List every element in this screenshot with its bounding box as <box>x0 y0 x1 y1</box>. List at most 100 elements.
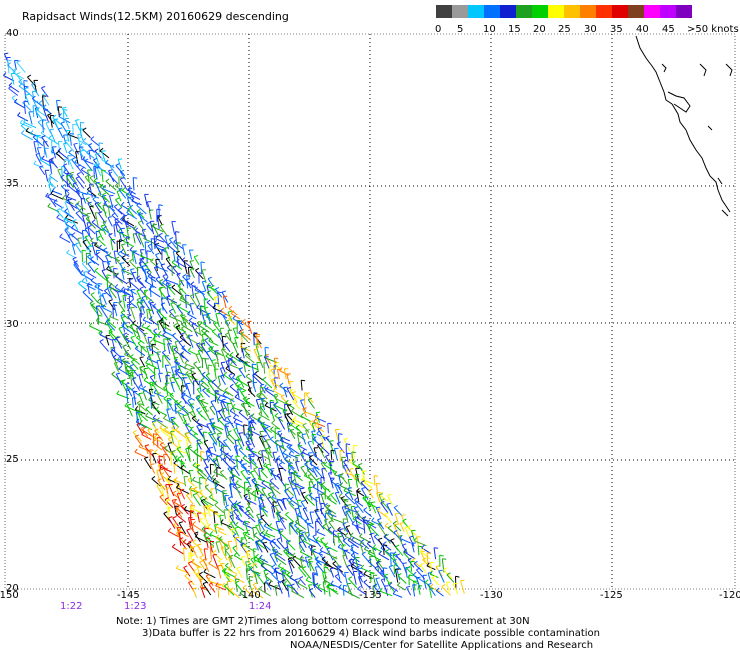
wind-barb <box>219 515 223 526</box>
wind-barb <box>146 201 151 212</box>
wind-barb-flag <box>181 385 186 387</box>
wind-barb <box>407 577 419 585</box>
wind-barb <box>84 176 94 187</box>
wind-barb <box>59 236 71 244</box>
wind-barb <box>357 588 366 595</box>
wind-barb-flag <box>339 449 345 452</box>
wind-barb <box>116 191 122 202</box>
legend-swatch <box>644 5 660 18</box>
wind-barb <box>180 396 191 407</box>
wind-barb <box>247 503 254 513</box>
wind-barb <box>143 293 154 303</box>
wind-barb-flag <box>257 557 262 560</box>
wind-barb <box>148 289 161 298</box>
wind-barb-flag <box>137 220 143 224</box>
wind-barb-flag <box>309 460 314 465</box>
wind-barb-flag <box>48 135 53 139</box>
wind-barb <box>206 477 219 487</box>
wind-barb <box>142 319 153 325</box>
wind-barb-flag <box>18 83 23 87</box>
wind-barb-flag <box>253 467 258 470</box>
wind-barb-flag <box>402 543 407 546</box>
wind-barb <box>76 203 86 211</box>
wind-barb-flag <box>63 163 68 166</box>
wind-barb <box>254 572 258 585</box>
wind-barb <box>64 140 75 152</box>
wind-barb-flag <box>129 295 134 298</box>
wind-barb-flag <box>218 536 223 540</box>
wind-barb-flag <box>221 346 226 350</box>
wind-barb-flag <box>282 449 286 454</box>
wind-barb-flag <box>321 556 326 560</box>
wind-barb <box>256 574 266 586</box>
wind-barb-flag <box>125 192 130 196</box>
wind-barb-flag <box>155 406 159 411</box>
wind-barb-flag <box>288 444 293 448</box>
wind-barb-flag <box>137 325 142 328</box>
wind-barb-flag <box>327 509 331 514</box>
wind-barb-flag <box>271 571 276 575</box>
wind-barb-flag <box>190 504 195 507</box>
wind-barb-flag <box>159 278 164 282</box>
wind-barb-flag <box>141 431 145 435</box>
wind-barb <box>430 586 441 593</box>
wind-barb <box>277 565 291 574</box>
wind-barb-flag <box>236 486 241 489</box>
wind-barb <box>228 317 236 326</box>
wind-barb <box>44 148 48 158</box>
wind-barb-flag <box>152 303 157 307</box>
wind-barb-flag <box>164 247 169 249</box>
wind-barb <box>228 509 231 523</box>
wind-barb <box>269 480 280 490</box>
wind-barb <box>109 166 119 177</box>
wind-barb <box>170 303 177 314</box>
wind-barb-flag <box>199 476 204 479</box>
wind-barb-flag <box>152 336 156 340</box>
wind-barb <box>368 552 381 561</box>
wind-barb-flag <box>146 363 150 367</box>
wind-barb-flag <box>351 451 356 454</box>
wind-barb-flag <box>192 587 197 590</box>
wind-barb-flag <box>362 495 367 499</box>
wind-barb-flag <box>60 206 65 210</box>
wind-barb-flag <box>251 413 255 417</box>
wind-barb <box>297 582 308 590</box>
wind-barb-flag <box>154 428 159 432</box>
wind-barb-flag <box>197 455 202 457</box>
wind-barb <box>105 320 116 331</box>
wind-barb-flag <box>64 228 69 231</box>
wind-barb-flag <box>241 402 246 405</box>
wind-barb-flag <box>354 500 360 503</box>
wind-barb <box>136 290 144 304</box>
wind-barb-flag <box>325 435 330 439</box>
wind-barb-flag <box>158 464 163 466</box>
wind-barb <box>236 439 244 451</box>
wind-barb <box>252 563 255 578</box>
wind-barb <box>342 523 349 533</box>
legend-label-35: 35 <box>610 24 623 35</box>
wind-barb-flag <box>205 536 209 540</box>
wind-barb-flag <box>192 505 196 510</box>
wind-barb-flag <box>175 507 180 510</box>
wind-barb <box>149 449 152 464</box>
wind-barb <box>196 426 204 437</box>
wind-barb <box>99 341 109 352</box>
wind-barb-flag <box>172 352 178 355</box>
wind-barb <box>362 479 375 485</box>
wind-barb <box>261 532 271 538</box>
wind-barb-flag <box>14 98 18 103</box>
wind-barb-flag <box>164 354 169 358</box>
wind-barb-flag <box>188 266 193 269</box>
wind-barb <box>215 526 225 531</box>
wind-barb <box>236 487 243 499</box>
wind-barb-flag <box>430 561 435 564</box>
wind-barb-flag <box>229 554 234 557</box>
wind-barb-flag <box>240 469 245 473</box>
wind-barb-flag <box>309 454 313 458</box>
wind-barb-flag <box>183 505 187 510</box>
wind-barb-flag <box>179 296 183 301</box>
lon-label-125: -125 <box>600 590 623 601</box>
wind-barb-flag <box>206 387 210 392</box>
wind-barb <box>410 561 413 572</box>
wind-barb <box>153 417 163 423</box>
